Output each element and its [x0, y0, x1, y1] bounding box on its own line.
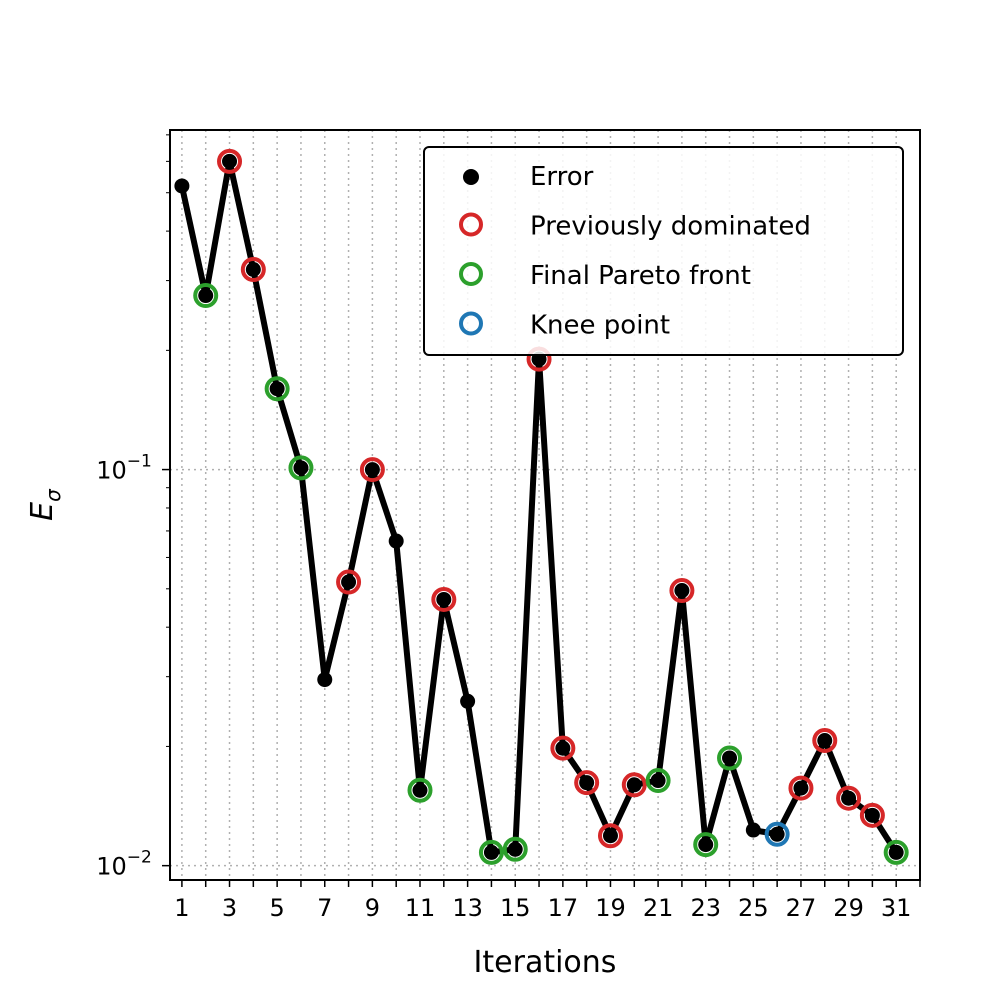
legend-label: Error	[530, 162, 594, 192]
previously-dominated-marker	[836, 785, 862, 811]
error-point	[650, 773, 666, 789]
error-point	[745, 822, 761, 838]
x-tick-label: 29	[833, 894, 864, 922]
x-tick-label: 11	[405, 894, 436, 922]
x-tick-label: 19	[595, 894, 626, 922]
error-point	[293, 460, 309, 476]
final-pareto-front-marker	[264, 376, 290, 402]
error-point	[317, 672, 333, 688]
error-point	[841, 790, 857, 806]
y-axis-title-sub: σ	[41, 488, 65, 502]
previously-dominated-marker	[597, 823, 623, 849]
error-point	[269, 381, 285, 397]
legend-box	[423, 146, 904, 356]
x-tick-label: 31	[881, 894, 912, 922]
x-tick-label: 5	[270, 894, 285, 922]
error-point	[174, 178, 190, 194]
error-point	[483, 844, 499, 860]
previously-dominated-marker	[621, 772, 647, 798]
legend-label: Final Pareto front	[530, 261, 751, 291]
x-tick-label: 21	[643, 894, 674, 922]
legend-knee-point-marker	[459, 311, 483, 336]
x-tick-label: 15	[500, 894, 531, 922]
x-tick-label: 7	[317, 894, 332, 922]
x-tick-label: 9	[365, 894, 380, 922]
final-pareto-front-marker	[693, 832, 719, 858]
error-point	[864, 807, 880, 823]
plot-frame	[169, 129, 921, 881]
data-points	[174, 148, 909, 865]
previously-dominated-marker	[240, 256, 266, 282]
final-pareto-front-marker	[717, 745, 743, 771]
error-point	[722, 750, 738, 766]
legend-previously-dominated-marker	[459, 212, 483, 237]
y-axis-title: Eσ	[25, 488, 65, 521]
y-tick-label: 10−1	[96, 452, 152, 485]
error-point	[793, 780, 809, 796]
previously-dominated-marker	[359, 457, 385, 483]
legend-label: Knee point	[530, 311, 670, 341]
previously-dominated-marker	[812, 728, 838, 754]
error-point	[579, 775, 595, 791]
legend-label: Previously dominated	[530, 212, 811, 242]
final-pareto-front-marker	[645, 768, 671, 794]
error-point	[888, 844, 904, 860]
error-point	[674, 583, 690, 599]
error-point	[245, 261, 261, 277]
legend: Error Previously dominated Final Pareto fr…	[423, 146, 904, 356]
error-point	[198, 288, 214, 304]
error-point	[222, 153, 238, 169]
previously-dominated-marker	[788, 775, 814, 801]
x-tick-label: 25	[738, 894, 769, 922]
previously-dominated-marker	[574, 770, 600, 796]
previously-dominated-marker	[217, 148, 243, 174]
error-point	[507, 841, 523, 857]
final-pareto-front-marker	[193, 283, 219, 309]
x-tick-label: 27	[786, 894, 817, 922]
error-point	[364, 462, 380, 478]
x-tick-label: 1	[174, 894, 189, 922]
final-pareto-front-marker	[288, 455, 314, 481]
error-point	[341, 574, 357, 590]
knee-point-marker	[764, 821, 790, 847]
previously-dominated-marker	[859, 802, 885, 828]
y-axis-title-base: E	[25, 502, 60, 521]
final-pareto-front-marker	[883, 839, 909, 865]
previously-dominated-marker	[431, 586, 457, 612]
previously-dominated-marker	[669, 578, 695, 604]
error-point	[698, 837, 714, 853]
svg-text:Eσ: Eσ	[25, 488, 65, 521]
error-point	[817, 733, 833, 749]
error-point	[436, 591, 452, 607]
x-tick-label: 13	[452, 894, 483, 922]
final-pareto-front-marker	[502, 836, 528, 862]
y-tick-label: 10−2	[96, 848, 152, 881]
x-axis-title: Iterations	[474, 945, 617, 980]
legend-final-pareto-front-marker	[459, 262, 483, 286]
final-pareto-front-marker	[478, 839, 504, 865]
error-point	[412, 782, 428, 798]
error-point	[555, 740, 571, 756]
previously-dominated-marker	[336, 569, 362, 595]
x-tick-label: 23	[690, 894, 721, 922]
error-point	[626, 777, 642, 793]
x-tick-label: 3	[222, 894, 237, 922]
error-point	[769, 826, 785, 842]
final-pareto-front-marker	[407, 777, 433, 803]
error-point	[388, 533, 404, 549]
error-point	[460, 693, 476, 709]
legend-error-marker	[463, 169, 479, 185]
previously-dominated-marker	[550, 735, 576, 761]
error-point	[602, 828, 618, 844]
x-tick-label: 17	[548, 894, 579, 922]
